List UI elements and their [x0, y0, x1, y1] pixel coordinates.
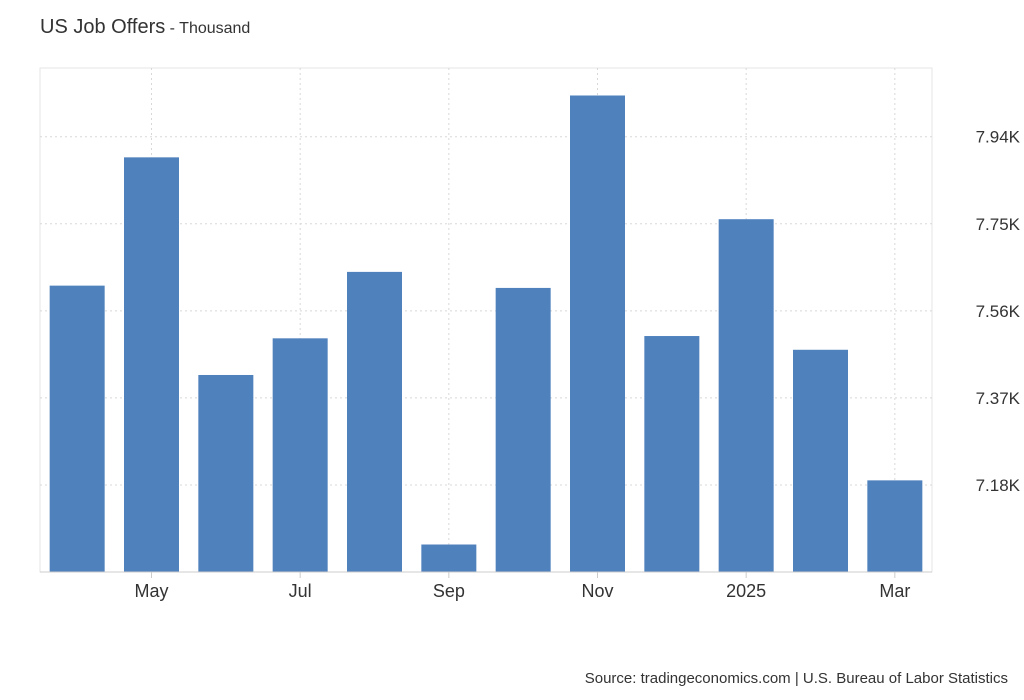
bar [570, 95, 625, 572]
x-tick-label: Sep [433, 581, 465, 601]
bar [718, 219, 774, 572]
chart-unit-subtitle: - Thousand [165, 20, 251, 37]
bar [124, 157, 179, 572]
bar [198, 374, 254, 572]
x-tick-label: May [134, 581, 168, 601]
bar [495, 287, 551, 572]
y-tick-label: 7.56K [976, 302, 1021, 321]
bar [793, 349, 848, 572]
y-tick-label: 7.94K [976, 128, 1021, 147]
bar [867, 480, 923, 572]
bar [49, 285, 105, 572]
bar [347, 271, 402, 572]
x-tick-label: Mar [879, 581, 910, 601]
x-tick-label: 2025 [726, 581, 766, 601]
chart-title: US Job Offers [40, 16, 166, 38]
y-tick-label: 7.75K [976, 215, 1021, 234]
x-tick-label: Jul [289, 581, 312, 601]
bar [421, 544, 477, 572]
bar [272, 338, 328, 572]
chart-title-block: US Job Offers - Thousand [40, 16, 250, 39]
y-tick-label: 7.37K [976, 389, 1021, 408]
x-tick-label: Nov [581, 581, 613, 601]
source-attribution: Source: tradingeconomics.com | U.S. Bure… [584, 670, 1008, 687]
y-tick-label: 7.18K [976, 476, 1021, 495]
bar [644, 336, 700, 572]
